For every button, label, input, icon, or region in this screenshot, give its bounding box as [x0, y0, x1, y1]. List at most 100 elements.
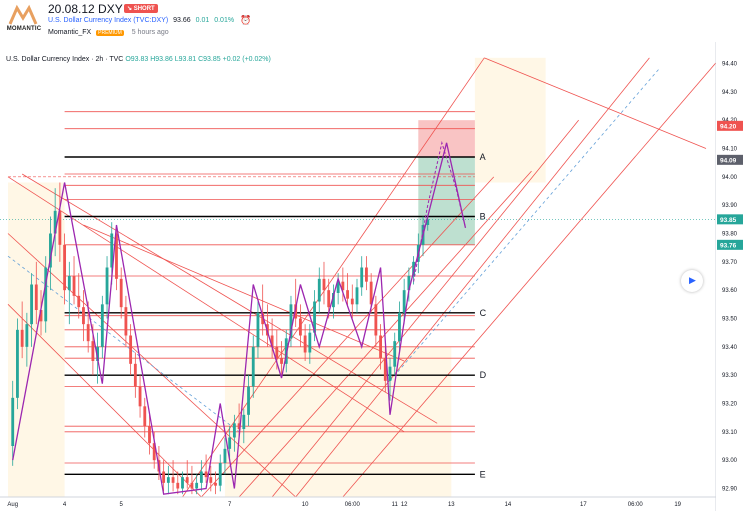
price-marker-label: 93.85	[720, 217, 737, 224]
candle-body	[322, 278, 326, 291]
candle-body	[49, 233, 52, 268]
candle-body	[96, 346, 100, 361]
wave-zigzag	[12, 142, 467, 495]
trend-line	[21, 173, 438, 424]
time-axis[interactable]: Aug 4 5 7 10 06:00 11 12 13 14 17 06:00 19	[7, 502, 681, 508]
candle-body	[223, 448, 227, 463]
price-marker-label: 94.20	[720, 123, 737, 130]
candle-body	[25, 324, 29, 347]
candle-body	[218, 463, 222, 486]
trend-line	[271, 119, 579, 498]
dashed-trend-line	[389, 68, 660, 382]
momantic-logo: MOMANTIC	[4, 4, 42, 40]
candle-body	[44, 267, 48, 322]
candle-body	[242, 414, 246, 429]
candle-body	[308, 332, 312, 353]
candle-body	[336, 281, 340, 293]
time-tick-label: 5	[120, 502, 124, 508]
candle-body	[185, 477, 189, 483]
candle-body	[53, 210, 57, 234]
price-tick-label: 93.30	[722, 373, 738, 379]
candle-body	[346, 290, 349, 299]
candle-body	[261, 312, 265, 325]
trend-line	[7, 176, 405, 433]
time-tick-label: 06:00	[628, 502, 644, 508]
candle-body	[138, 386, 142, 407]
play-icon: ▶	[689, 275, 696, 285]
candle-body	[355, 287, 359, 305]
trend-line	[201, 176, 495, 498]
candle-body	[34, 284, 38, 310]
candle-body	[228, 437, 232, 449]
play-replay-button[interactable]: ▶	[681, 270, 703, 292]
projection-path	[413, 140, 466, 282]
price-tick-label: 93.70	[722, 260, 738, 266]
legend-title: U.S. Dollar Currency Index · 2h · TVC	[6, 56, 124, 63]
candle-body	[11, 397, 15, 446]
time-tick-label: 10	[302, 502, 309, 508]
candle-body	[374, 304, 378, 336]
trend-line	[7, 304, 202, 498]
candle-body	[209, 477, 213, 483]
symbol-line: U.S. Dollar Currency Index (TVC:DXY) 93.…	[48, 17, 234, 24]
candle-body	[119, 278, 123, 308]
time-tick-label: 06:00	[345, 502, 361, 508]
author-name[interactable]: Momantic_FX	[48, 29, 92, 36]
idea-title[interactable]: 20.08.12 DXY	[48, 2, 123, 16]
level-label-b: B	[480, 212, 486, 222]
price-tick-label: 94.00	[722, 175, 738, 181]
candle-body	[124, 307, 128, 336]
candle-body	[100, 304, 104, 347]
candle-body	[181, 477, 184, 489]
candle-body	[190, 482, 194, 489]
candle-body	[232, 423, 236, 438]
candle-body	[199, 471, 203, 483]
candle-body	[67, 276, 71, 291]
candle-body	[143, 406, 147, 427]
candle-body	[298, 318, 302, 336]
price-tick-label: 93.40	[722, 345, 738, 351]
symbol-link[interactable]: U.S. Dollar Currency Index (TVC:DXY)	[48, 17, 169, 24]
published-time: 5 hours ago	[131, 29, 169, 36]
candle-body	[407, 276, 411, 291]
candle-body	[294, 304, 298, 319]
candle-body	[256, 312, 260, 347]
candle-body	[58, 210, 62, 245]
time-tick-label: 14	[505, 502, 512, 508]
price-tick-label: 94.30	[722, 90, 738, 96]
alarm-clock-icon[interactable]: ⏰	[240, 15, 252, 25]
candle-body	[284, 338, 288, 364]
logo-text: MOMANTIC	[6, 26, 42, 32]
candle-body	[369, 281, 373, 305]
candle-body	[129, 335, 133, 364]
price-tick-label: 93.00	[722, 458, 738, 464]
author-line: Momantic_FX PREMIUM 5 hours ago	[48, 29, 169, 36]
symbol-price: 93.66	[173, 17, 191, 24]
symbol-change: 0.01	[195, 17, 210, 24]
candle-body	[388, 366, 392, 381]
price-tick-label: 93.80	[722, 232, 738, 238]
price-axis[interactable]: 94.40 94.30 94.20 94.10 94.00 93.90 93.80 93.70…	[716, 42, 743, 511]
candle-body	[289, 304, 293, 339]
candle-body	[110, 233, 114, 268]
candle-body	[280, 358, 283, 364]
candle-body	[162, 471, 166, 483]
price-marker-label: 94.09	[720, 157, 737, 164]
price-chart[interactable]: A B C D E 94.40 94.30 94.20 94.10 94.00 93.90 93.8…	[0, 42, 743, 511]
candle-body	[251, 346, 255, 387]
candle-body	[398, 312, 401, 342]
candle-body	[176, 482, 180, 489]
time-tick-label: 7	[228, 502, 232, 508]
time-tick-label: 19	[674, 502, 681, 508]
price-tick-label: 93.60	[722, 288, 738, 294]
lines-layer: A B C D E	[0, 57, 721, 498]
candle-body	[341, 281, 345, 291]
symbol-change-pct: 0.01%	[214, 17, 235, 24]
candle-body	[133, 363, 137, 387]
logo-m-icon	[8, 4, 38, 25]
candle-body	[30, 284, 33, 325]
price-tick-label: 93.90	[722, 203, 738, 209]
trend-line	[484, 57, 707, 149]
candle-body	[237, 423, 241, 429]
candle-body	[152, 443, 156, 461]
